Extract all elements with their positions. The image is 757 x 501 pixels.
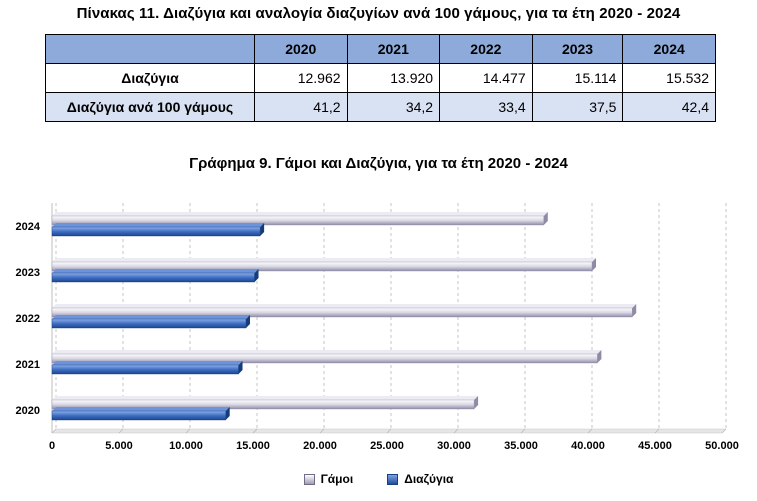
- gridline-floor: [587, 428, 593, 434]
- x-tick-label: 10.000: [169, 440, 203, 452]
- y-tick-label: 2021: [16, 359, 40, 371]
- table-year-header: 2024: [622, 34, 716, 64]
- table-year-header: 2020: [254, 34, 348, 64]
- legend-item-divorces: Διαζύγια: [387, 472, 453, 486]
- table-cell: 15.532: [622, 63, 716, 93]
- bar-top-face: [52, 315, 250, 319]
- gridline-floor: [319, 428, 325, 434]
- bar-marriages: [51, 399, 475, 410]
- bar-end-face: [245, 315, 250, 328]
- table-header-row: 2020 2021 2022 2023 2024: [45, 34, 716, 64]
- legend-swatch-divorces: [387, 473, 399, 485]
- table-corner-cell: [45, 34, 255, 64]
- gridline-floor: [185, 428, 191, 434]
- bar-marriages: [51, 215, 544, 226]
- x-tick-label: 40.000: [571, 440, 605, 452]
- legend-label: Γάμοι: [320, 472, 354, 486]
- x-tick-label: 15.000: [236, 440, 270, 452]
- bar-divorces: [51, 318, 247, 329]
- bar-end-face: [260, 223, 265, 236]
- bar-end-face: [632, 304, 637, 317]
- x-tick-label: 0: [49, 440, 55, 452]
- bar-marriages: [51, 353, 598, 364]
- bar-top-face: [52, 361, 243, 365]
- bar-top-face: [52, 269, 259, 273]
- table-cell: 14.477: [439, 63, 533, 93]
- statistics-table: 2020 2021 2022 2023 2024 Διαζύγια 12.962…: [45, 34, 716, 122]
- table-cell: 13.920: [346, 63, 441, 93]
- x-tick-label: 30.000: [437, 440, 471, 452]
- x-tick-label: 20.000: [303, 440, 337, 452]
- chart-title: Γράφημα 9. Γάμοι και Διαζύγια, για τα έτ…: [189, 155, 568, 172]
- x-tick-label: 45.000: [638, 440, 672, 452]
- gridline-floor: [386, 428, 392, 434]
- legend-swatch-marriages: [303, 473, 315, 485]
- row-label: Διαζύγια: [45, 63, 255, 93]
- bar-end-face: [474, 396, 479, 409]
- table-title: Πίνακας 11. Διαζύγια και αναλογία διαζυγ…: [76, 5, 681, 22]
- bar-top-face: [52, 223, 265, 227]
- legend-item-marriages: Γάμοι: [303, 472, 354, 486]
- gridline-floor: [51, 428, 57, 434]
- bar-top-face: [52, 304, 637, 308]
- bar-end-face: [592, 258, 597, 271]
- table-cell: 12.962: [254, 63, 348, 93]
- bar-end-face: [225, 407, 230, 420]
- bar-chart: 0 5.000 10.000 15.000 20.000 25.000 30.000 35.0…: [16, 203, 739, 452]
- gridline-floor: [252, 428, 258, 434]
- gridline-floor: [453, 428, 459, 434]
- table-cell: 34,2: [346, 92, 441, 122]
- gridline-floor: [118, 428, 124, 434]
- table-cell: 41,2: [254, 92, 348, 122]
- x-tick-label: 50.000: [705, 440, 739, 452]
- bar-end-face: [597, 350, 602, 363]
- gridline-floor: [520, 428, 526, 434]
- table-year-header: 2023: [531, 34, 624, 64]
- bar-divorces: [51, 410, 226, 421]
- row-label: Διαζύγια ανά 100 γάμους: [45, 92, 255, 122]
- legend-label: Διαζύγια: [404, 472, 454, 486]
- bar-end-face: [238, 361, 243, 374]
- table-cell: 15.114: [531, 63, 624, 93]
- chart-legend: Γάμοι Διαζύγια: [0, 472, 757, 486]
- y-tick-label: 2020: [16, 405, 40, 417]
- table-row-divorces: Διαζύγια 12.962 13.920 14.477 15.114 15.…: [45, 63, 716, 93]
- y-tick-label: 2023: [16, 267, 40, 279]
- table-cell: 33,4: [439, 92, 533, 122]
- bar-end-face: [254, 269, 259, 282]
- y-tick-label: 2024: [16, 221, 41, 233]
- x-tick-label: 25.000: [370, 440, 404, 452]
- bar-divorces: [51, 272, 255, 283]
- gridline-floor: [654, 428, 660, 434]
- bar-top-face: [52, 212, 548, 216]
- table-year-header: 2022: [439, 34, 533, 64]
- table-cell: 42,4: [622, 92, 716, 122]
- bar-marriages: [51, 261, 593, 272]
- x-tick-label: 35.000: [504, 440, 538, 452]
- bar-divorces: [51, 226, 261, 237]
- bar-divorces: [51, 364, 239, 375]
- bar-marriages: [51, 307, 633, 318]
- y-tick-label: 2022: [16, 313, 40, 325]
- bar-end-face: [543, 212, 548, 225]
- bar-top-face: [52, 258, 597, 262]
- gridline-floor: [721, 428, 727, 434]
- table-year-header: 2021: [346, 34, 441, 64]
- x-tick-label: 5.000: [105, 440, 133, 452]
- table-cell: 37,5: [531, 92, 624, 122]
- bar-top-face: [52, 407, 230, 411]
- table-row-divorce-ratio: Διαζύγια ανά 100 γάμους 41,2 34,2 33,4 3…: [45, 92, 716, 122]
- bar-top-face: [52, 350, 602, 354]
- bar-top-face: [52, 396, 479, 400]
